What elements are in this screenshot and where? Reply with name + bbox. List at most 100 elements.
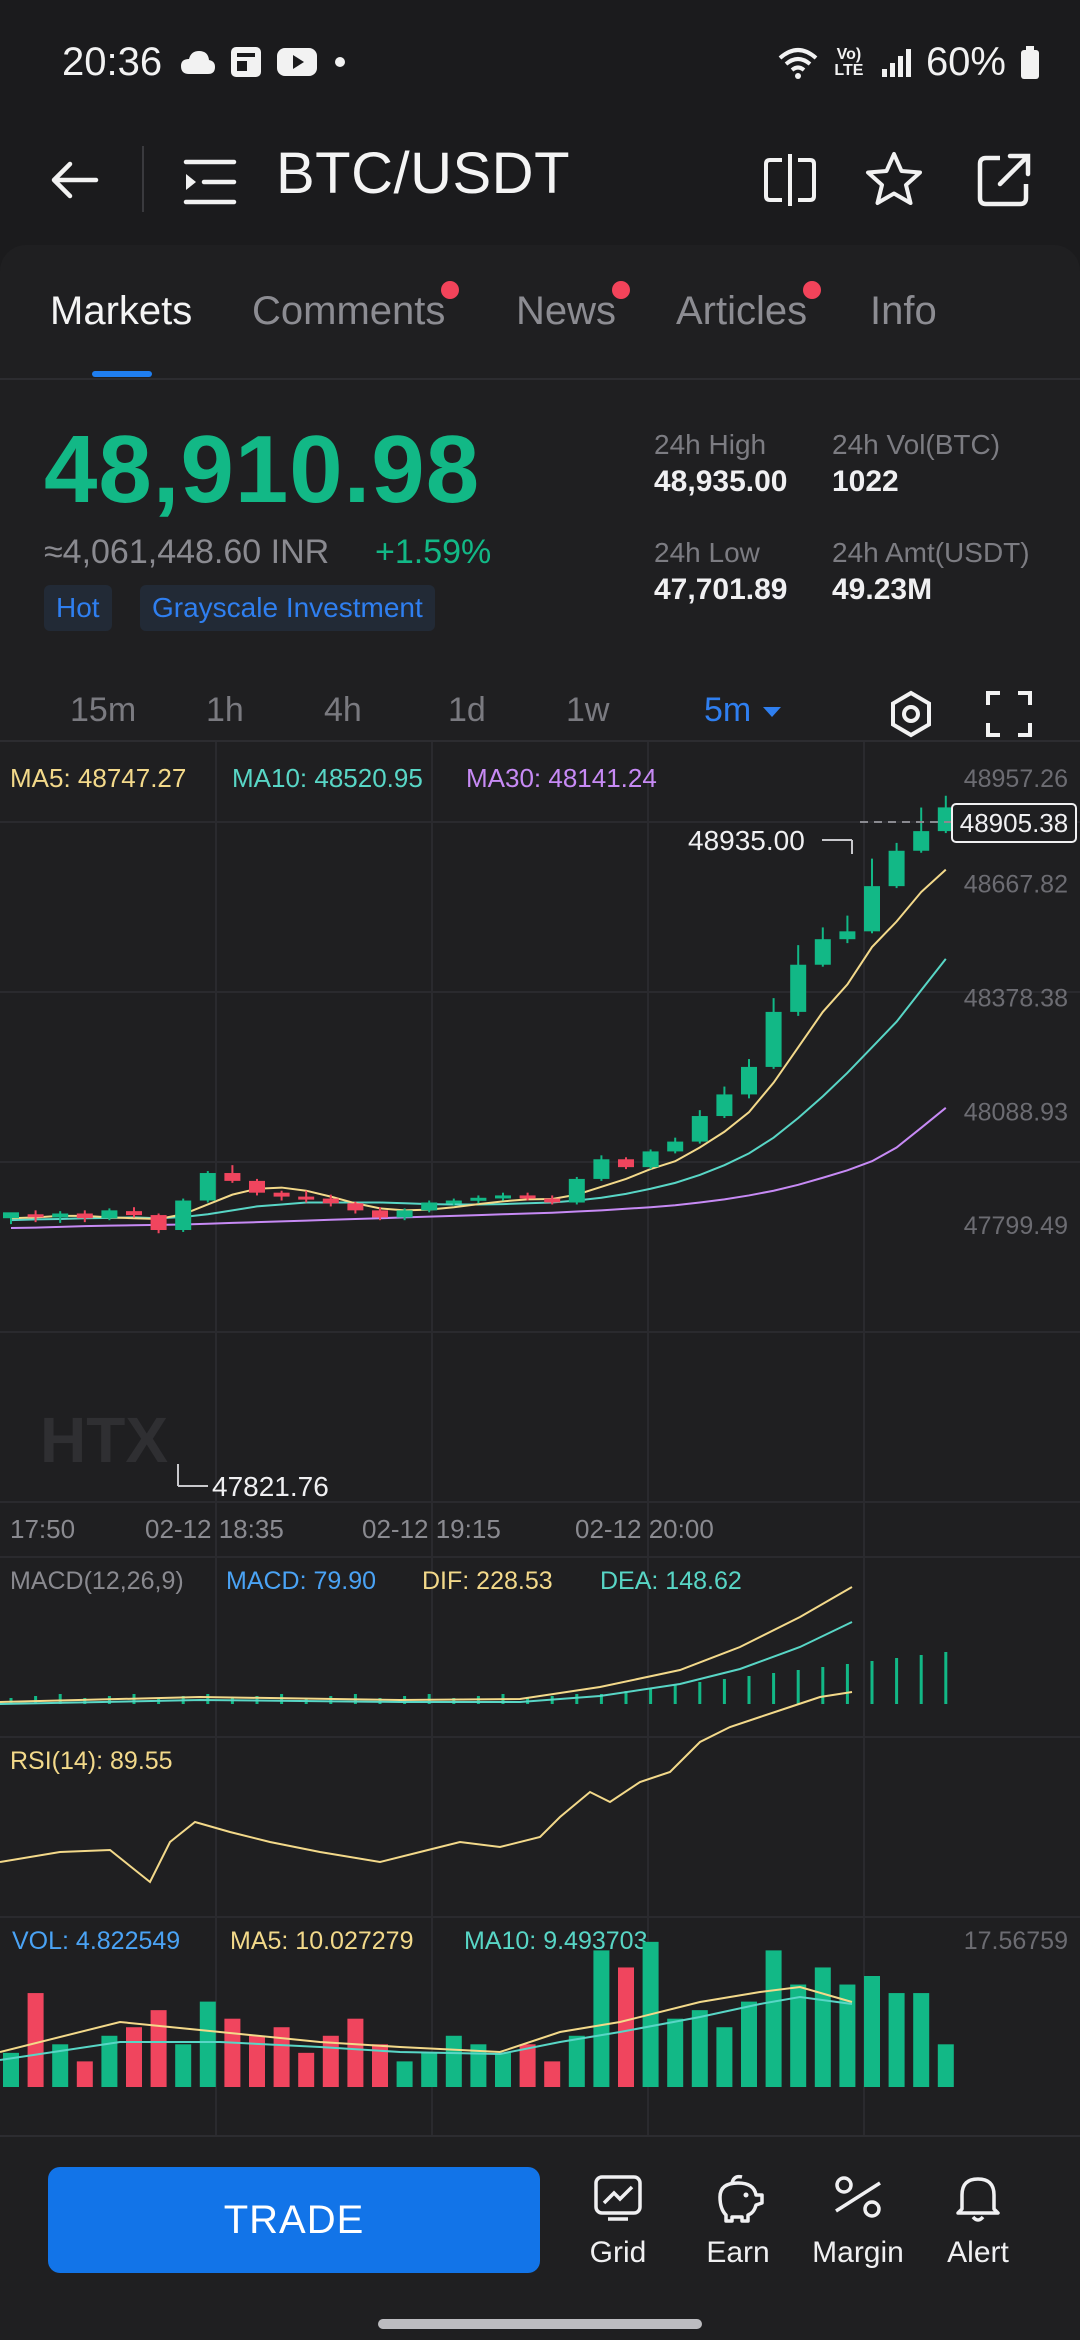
vol-ma5-line: [0, 1985, 853, 2054]
volume-bar: [814, 1967, 831, 2087]
compare-icon[interactable]: [758, 148, 822, 212]
bottom-action-bar: TRADE Grid Earn Margin Alert: [0, 2135, 1080, 2340]
candle: [913, 807, 930, 853]
settings-hex-icon[interactable]: [886, 689, 936, 739]
unread-dot: [441, 281, 460, 299]
candle-body: [716, 1094, 733, 1117]
candle-body: [199, 1173, 216, 1201]
tag-hot[interactable]: Hot: [44, 585, 112, 631]
alert-button[interactable]: Alert: [918, 2167, 1038, 2270]
star-favorite-icon[interactable]: [862, 148, 926, 212]
macd-title: MACD(12,26,9): [10, 1567, 184, 1595]
macd-bar: [83, 1698, 87, 1704]
candle: [790, 945, 807, 1016]
candle: [765, 998, 782, 1069]
candle-body: [396, 1210, 413, 1218]
volume-bar: [126, 2027, 142, 2087]
volume-bars: [3, 1941, 954, 2087]
macd-bar: [58, 1694, 62, 1704]
high-value: 48,935.00: [654, 465, 788, 498]
candle: [76, 1210, 93, 1223]
candle-body: [888, 850, 905, 887]
candle: [175, 1198, 192, 1232]
kline-chart[interactable]: MA5: 48747.27 MA10: 48520.95 MA30: 48141…: [0, 740, 1080, 2162]
candle: [593, 1155, 610, 1181]
candle: [667, 1137, 684, 1154]
vol-max: 17.56759: [964, 1927, 1068, 1955]
trade-button[interactable]: TRADE: [48, 2167, 540, 2273]
interval-1d[interactable]: 1d: [448, 691, 486, 729]
interval-4h[interactable]: 4h: [324, 691, 362, 729]
unread-dot: [612, 281, 631, 299]
dif-line: [0, 1586, 853, 1703]
macd-value: MACD: 79.90: [226, 1567, 376, 1595]
volume-bar: [913, 1993, 930, 2087]
tab-news[interactable]: News: [516, 281, 631, 334]
earn-button[interactable]: Earn: [678, 2167, 798, 2270]
pair-list-icon[interactable]: [182, 152, 242, 212]
ma30-line: [10, 1107, 947, 1230]
tag-grayscale[interactable]: Grayscale Investment: [140, 585, 435, 631]
candle-body: [445, 1200, 462, 1204]
app-notification-icon: [231, 47, 261, 77]
candle: [52, 1211, 69, 1223]
wifi-icon: [778, 47, 818, 79]
chart-grid: [0, 742, 1080, 2162]
candle: [298, 1190, 315, 1203]
fullscreen-icon[interactable]: [984, 689, 1034, 739]
home-indicator: [378, 2319, 702, 2329]
x-tick-2: 02-12 18:35: [145, 1514, 284, 1544]
grid-button[interactable]: Grid: [558, 2167, 678, 2270]
tab-comments[interactable]: Comments: [252, 281, 460, 334]
candle-body: [593, 1159, 610, 1179]
candle-body: [568, 1178, 585, 1203]
amt-value: 49.23M: [832, 573, 933, 606]
interval-15m[interactable]: 15m: [70, 691, 137, 729]
youtube-icon: [277, 48, 317, 76]
tab-markets[interactable]: Markets: [50, 289, 193, 333]
candle: [519, 1192, 536, 1201]
candle: [691, 1110, 708, 1144]
grid-bot-icon: [594, 2175, 642, 2221]
margin-button[interactable]: Margin: [798, 2167, 918, 2270]
volume-bar: [765, 1950, 782, 2087]
ma30-label: MA30: 48141.24: [466, 763, 657, 793]
macd-bar: [673, 1685, 677, 1704]
interval-1h[interactable]: 1h: [206, 691, 244, 729]
candle-body: [126, 1211, 142, 1216]
volume-bar: [544, 2061, 561, 2087]
candle-body: [224, 1173, 241, 1181]
pair-title[interactable]: BTC/USDT: [276, 141, 570, 206]
volume-bar: [372, 2044, 388, 2087]
volume-bar: [618, 1967, 634, 2087]
price-change: +1.59%: [375, 533, 492, 571]
macd-bar: [624, 1691, 628, 1704]
volume-bar: [298, 2052, 315, 2087]
amt-label: 24h Amt(USDT): [832, 537, 1030, 568]
tab-info[interactable]: Info: [870, 289, 937, 333]
kline-svg[interactable]: MA5: 48747.27 MA10: 48520.95 MA30: 48141…: [0, 742, 1080, 2162]
interval-5m[interactable]: 5m: [704, 691, 783, 730]
candle-body: [642, 1151, 659, 1168]
macd-bar: [747, 1676, 751, 1704]
candle: [126, 1207, 142, 1218]
status-bar: 20:36 Vo) LTE 60%: [0, 0, 1080, 130]
ma5-line: [10, 868, 947, 1221]
volume-bar: [839, 1984, 856, 2087]
low-label: 24h Low: [654, 537, 760, 568]
candle-body: [790, 964, 807, 1012]
macd-bar: [575, 1694, 579, 1704]
vol-ma10-line: [0, 1995, 853, 2061]
cloud-icon: [181, 51, 215, 74]
share-icon[interactable]: [972, 148, 1036, 212]
macd-bar: [206, 1694, 210, 1704]
candle-body: [667, 1141, 684, 1152]
candle-body: [76, 1213, 93, 1219]
volume-bar: [52, 2044, 69, 2087]
tab-articles[interactable]: Articles: [676, 281, 822, 334]
volume-bar: [76, 2061, 93, 2087]
interval-1w[interactable]: 1w: [566, 691, 610, 729]
candle-body: [322, 1198, 339, 1204]
candle-body: [372, 1210, 388, 1218]
back-arrow-icon[interactable]: [44, 150, 104, 210]
